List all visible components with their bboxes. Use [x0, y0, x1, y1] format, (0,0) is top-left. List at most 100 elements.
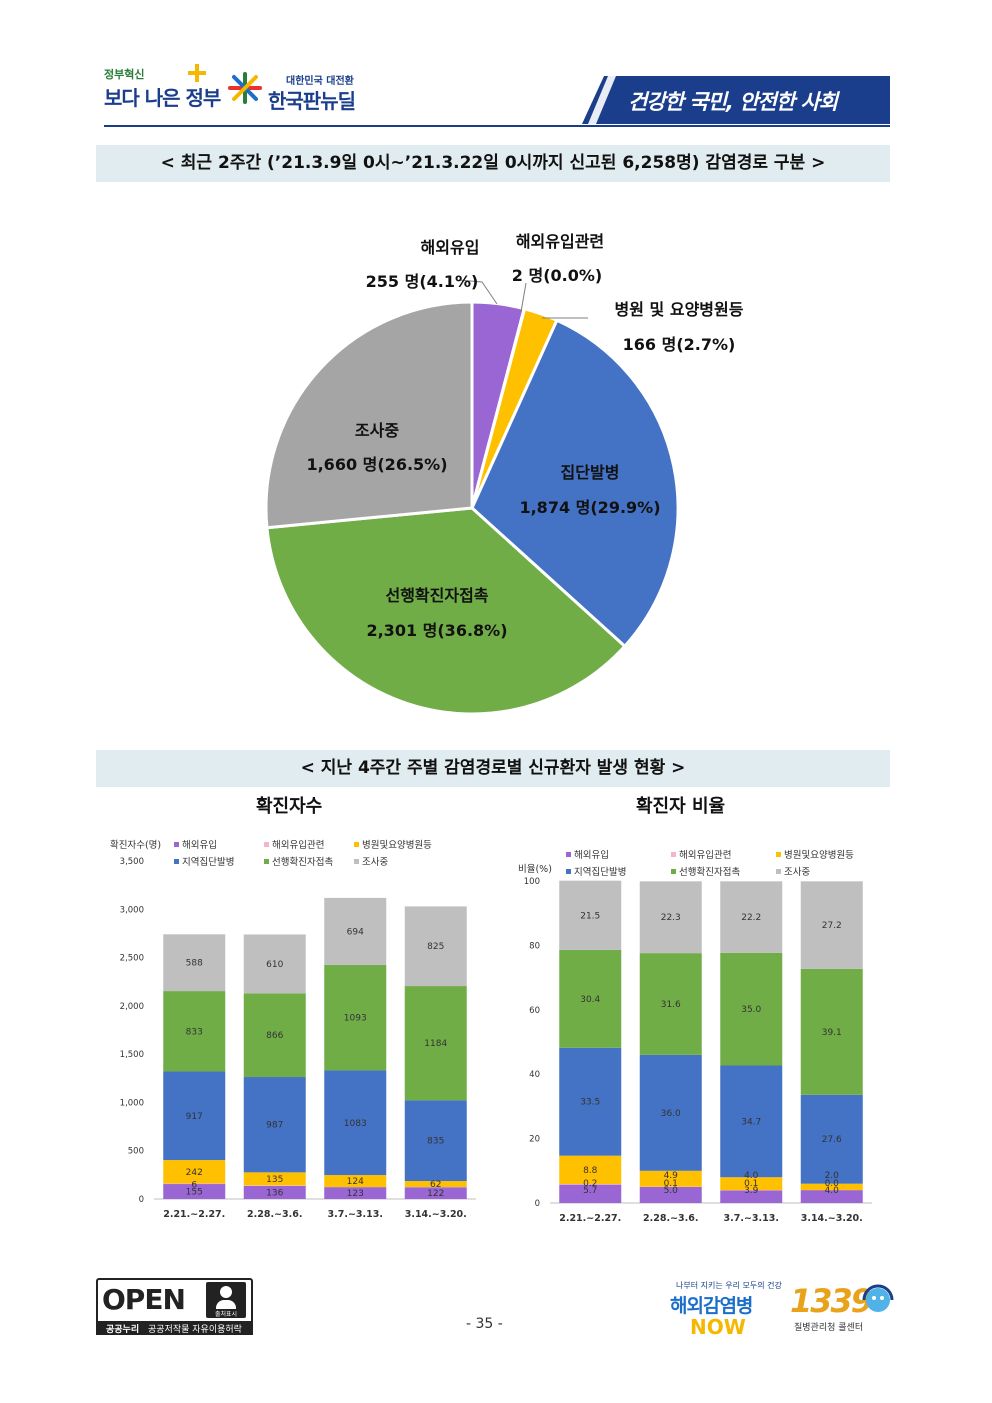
pie-label-value: 1,660 명(26.5%)	[306, 455, 448, 474]
bar-segment	[639, 1170, 702, 1187]
bar-segment	[243, 1077, 306, 1173]
pie-label-value: 2,301 명(36.8%)	[366, 621, 508, 640]
slogan-banner	[582, 76, 890, 124]
bar-segment	[559, 1047, 622, 1156]
data-label: 123	[347, 1189, 364, 1199]
data-label: 610	[266, 960, 283, 970]
legend-label: 지역집단발병	[182, 856, 234, 868]
data-label: 4.0	[744, 1171, 759, 1181]
section-title-weekly-trend: < 지난 4주간 주별 감염경로별 신규환자 발생 현황 >	[96, 750, 890, 787]
bar-segment	[800, 1094, 863, 1184]
data-label: 0.1	[744, 1179, 758, 1189]
pie-label-value: 1,874 명(29.9%)	[519, 498, 661, 517]
data-label: 155	[186, 1188, 203, 1198]
bar-segment	[163, 1160, 226, 1184]
bar-segment	[639, 1054, 702, 1171]
legend-swatch	[354, 842, 359, 847]
x-tick-label: 2.21.~2.27.	[559, 1213, 621, 1224]
legend-swatch	[566, 852, 571, 857]
bar-segment	[559, 1184, 622, 1185]
data-label: 22.3	[661, 913, 681, 923]
data-label: 1083	[344, 1119, 367, 1129]
logo-new-deal: 한국판뉴딜	[268, 89, 356, 113]
data-label: 124	[347, 1177, 364, 1187]
callcenter-logo: 1339 질병관리청 콜센터	[790, 1282, 873, 1333]
slogan-text: 건강한 국민, 안전한 사회	[628, 90, 838, 114]
open-license-badge: OPEN 출처표시 공공누리 공공저작물 자유이용허락	[96, 1278, 253, 1335]
data-label: 36.0	[661, 1109, 681, 1119]
bar-segment	[163, 991, 226, 1072]
logo-new-deal-caption: 대한민국 대전환	[286, 76, 354, 87]
bar-segment	[163, 934, 226, 992]
y-tick-label: 40	[529, 1070, 540, 1080]
bar-segment	[800, 1183, 863, 1191]
data-label: 917	[186, 1112, 203, 1122]
open-badge-caption: 출처표시	[214, 1311, 238, 1318]
bar-segment	[559, 880, 622, 950]
headset-icon	[862, 1284, 894, 1312]
data-label: 866	[266, 1031, 283, 1041]
data-label: 1093	[344, 1014, 367, 1024]
data-label: 5.7	[583, 1186, 597, 1196]
bar-segment	[639, 953, 702, 1055]
legend-label: 선행확진자접촉	[679, 866, 740, 878]
logo-gov-innovation-caption: 정부혁신	[104, 68, 145, 81]
legend-label: 해외유입	[182, 839, 217, 851]
data-label: 825	[427, 942, 444, 952]
legend-label: 해외유입관련	[679, 849, 731, 861]
callcenter-number: 1339	[790, 1282, 873, 1320]
bar-segment	[243, 1172, 306, 1186]
y-tick-label: 20	[529, 1135, 540, 1145]
new-deal-burst-icon	[228, 72, 262, 104]
data-label: 30.4	[580, 995, 600, 1005]
data-label: 22.2	[741, 913, 761, 923]
pie-label-name: 선행확진자접촉	[385, 586, 489, 605]
now-tagline: 나부터 지키는 우리 모두의 건강	[676, 1281, 782, 1290]
open-sub-2: 공공저작물 자유이용허락	[148, 1325, 242, 1335]
y-tick-label: 0	[139, 1195, 144, 1205]
legend-swatch	[671, 852, 676, 857]
legend-swatch	[776, 869, 781, 874]
overseas-disease-now-logo: 나부터 지키는 우리 모두의 건강 해외감염병 NOW	[670, 1280, 782, 1339]
x-tick-label: 3.14.~3.20.	[801, 1213, 863, 1224]
bar-segment	[559, 1155, 622, 1185]
bar-segment	[720, 952, 783, 1066]
pie-label-value: 166 명(2.7%)	[622, 335, 736, 354]
data-label: 6	[191, 1181, 197, 1191]
legend-swatch	[264, 842, 269, 847]
x-tick-label: 3.7.~3.13.	[328, 1209, 383, 1220]
data-label: 27.6	[822, 1135, 842, 1145]
bar-segment	[324, 897, 387, 965]
pie-label-name: 집단발병	[560, 463, 620, 482]
legend-label: 해외유입	[574, 849, 609, 861]
bar-segment	[163, 1183, 226, 1185]
data-label: 21.5	[580, 911, 600, 921]
data-label: 8.8	[583, 1166, 598, 1176]
pie-chart	[264, 279, 680, 716]
legend-label: 조사중	[362, 857, 388, 868]
data-label: 27.2	[822, 921, 842, 931]
pie-slice-5	[264, 300, 474, 530]
bar-segment	[800, 1190, 863, 1203]
data-label: 122	[427, 1189, 444, 1199]
y-tick-label: 2,500	[120, 954, 144, 964]
x-tick-label: 2.21.~2.27.	[163, 1209, 225, 1220]
bar-segment	[324, 1175, 387, 1188]
pie-label-name: 해외유입관련	[515, 232, 605, 251]
y-axis-title: 비율(%)	[518, 864, 552, 875]
data-label: 1184	[424, 1039, 447, 1049]
data-label: 0.0	[825, 1179, 840, 1189]
legend-swatch	[671, 869, 676, 874]
bar-segment	[800, 881, 863, 969]
section-title-route-breakdown: < 최근 2주간 (’21.3.9일 0시~’21.3.22일 0시까지 신고된…	[96, 145, 890, 182]
y-tick-label: 1,500	[120, 1050, 144, 1060]
data-label: 135	[266, 1175, 283, 1185]
data-label: 31.6	[661, 1000, 681, 1010]
data-label: 35.0	[741, 1005, 761, 1015]
bar-segment	[800, 968, 863, 1095]
x-tick-label: 3.14.~3.20.	[405, 1209, 467, 1220]
y-tick-label: 2,000	[120, 1002, 144, 1012]
data-label: 2.0	[825, 1171, 840, 1181]
pie-slice-4	[265, 506, 627, 716]
